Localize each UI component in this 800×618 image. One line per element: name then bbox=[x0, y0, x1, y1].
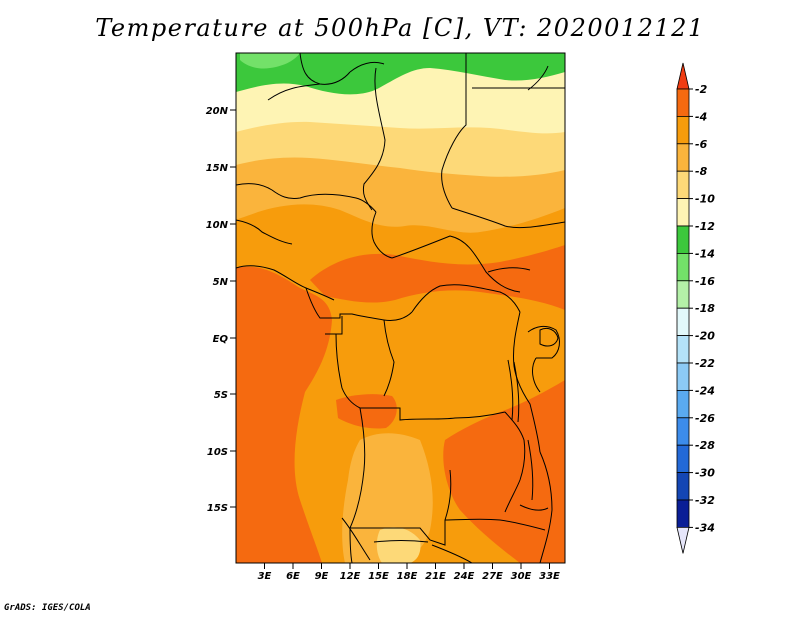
colorbar-label: -8 bbox=[695, 165, 708, 178]
colorbar-segment bbox=[676, 472, 690, 501]
lat-label: 10S bbox=[207, 447, 228, 458]
colorbar-bottom-arrow bbox=[676, 527, 690, 554]
colorbar-label: -26 bbox=[695, 412, 715, 425]
colorbar-segment bbox=[676, 252, 690, 282]
colorbar: -2 -4 -6 -8 -10 -12 -14 -16 -18 -20 -22 -24 -26 -28 -3… bbox=[676, 62, 715, 554]
colorbar-label: -12 bbox=[695, 220, 715, 233]
lon-label: 6E bbox=[286, 571, 300, 582]
lat-label: 15S bbox=[207, 503, 228, 514]
lon-label: 15E bbox=[368, 571, 389, 582]
colorbar-segment bbox=[676, 88, 690, 117]
map-frame bbox=[235, 52, 566, 564]
colorbar-segment bbox=[676, 389, 690, 419]
lon-label: 24E bbox=[454, 571, 475, 582]
colorbar-segment bbox=[676, 143, 690, 172]
grads-credit: GrADS: IGES/COLA bbox=[4, 603, 91, 613]
colorbar-segment bbox=[676, 307, 690, 337]
colorbar-segment bbox=[676, 444, 690, 474]
colorbar-label: -20 bbox=[695, 330, 715, 343]
latitude-axis: 20N 15N 10N 5N EQ 5S 10S 15S bbox=[206, 106, 236, 514]
colorbar-label: -16 bbox=[695, 275, 715, 288]
lon-label: 9E bbox=[315, 571, 329, 582]
lat-label: 5S bbox=[214, 390, 228, 401]
colorbar-label: -18 bbox=[695, 302, 715, 315]
band-4-2-central bbox=[310, 245, 565, 310]
colorbar-segment bbox=[676, 116, 690, 145]
band-4-2-south-central bbox=[336, 394, 397, 429]
lat-label: 15N bbox=[206, 163, 229, 174]
colorbar-label: -10 bbox=[695, 193, 715, 206]
colorbar-label: -2 bbox=[695, 83, 708, 96]
colorbar-label: -34 bbox=[695, 521, 715, 534]
colorbar-top-arrow bbox=[676, 62, 690, 90]
colorbar-label: -4 bbox=[695, 110, 707, 123]
colorbar-segment bbox=[676, 280, 690, 309]
map-title: Temperature at 500hPa [C], VT: 202001212… bbox=[95, 14, 705, 42]
colorbar-label: -32 bbox=[695, 494, 715, 507]
band-4-2-west bbox=[236, 266, 332, 563]
band-4-2-southeast bbox=[443, 380, 565, 563]
colorbar-label: -6 bbox=[695, 138, 708, 151]
country-borders bbox=[236, 53, 565, 563]
colorbar-segment bbox=[676, 225, 690, 254]
lat-label: 5N bbox=[213, 277, 229, 288]
colorbar-segment bbox=[676, 335, 690, 364]
lon-label: 12E bbox=[340, 571, 361, 582]
colorbar-segment bbox=[676, 362, 690, 391]
lon-label: 27E bbox=[482, 571, 503, 582]
longitude-axis: 3E 6E 9E 12E 15E 18E 21E 24E 27E 30E 33E bbox=[258, 563, 560, 582]
colorbar-segment bbox=[676, 499, 690, 528]
colorbar-segment bbox=[676, 417, 690, 446]
lat-label: EQ bbox=[213, 334, 229, 345]
colorbar-segment bbox=[676, 198, 690, 227]
lat-label: 20N bbox=[206, 106, 229, 117]
colorbar-label: -24 bbox=[695, 384, 715, 397]
lon-label: 18E bbox=[397, 571, 418, 582]
lon-label: 21E bbox=[425, 571, 446, 582]
lat-label: 10N bbox=[206, 220, 229, 231]
lon-label: 33E bbox=[539, 571, 560, 582]
colorbar-label: -14 bbox=[695, 247, 715, 260]
colorbar-segment bbox=[676, 170, 690, 199]
band-16-14 bbox=[240, 53, 300, 69]
temperature-field bbox=[236, 53, 565, 563]
lon-label: 30E bbox=[511, 571, 532, 582]
lon-label: 3E bbox=[258, 571, 272, 582]
colorbar-label: -28 bbox=[695, 439, 715, 452]
band-10-8-south bbox=[376, 527, 421, 563]
colorbar-label: -22 bbox=[695, 357, 715, 370]
colorbar-label: -30 bbox=[695, 467, 715, 480]
